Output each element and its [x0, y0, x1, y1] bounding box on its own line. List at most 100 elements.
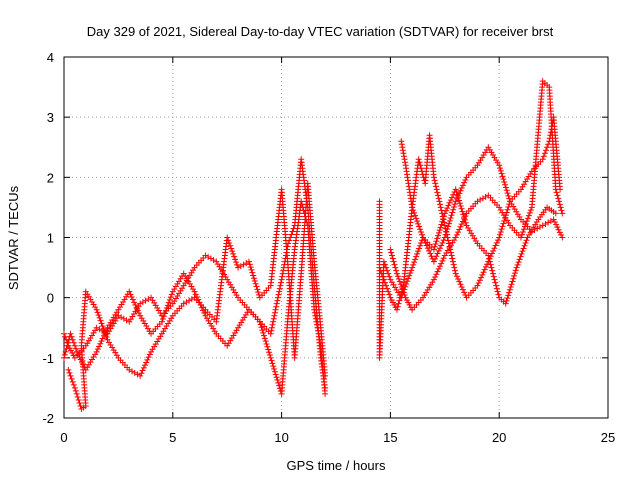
data-point — [245, 258, 252, 265]
data-point — [416, 245, 423, 252]
data-point — [493, 285, 500, 292]
x-axis-label: GPS time / hours — [287, 458, 386, 473]
data-point — [553, 189, 560, 196]
data-point — [224, 234, 231, 241]
data-point — [247, 264, 254, 271]
data-point — [439, 218, 446, 225]
data-point — [65, 366, 72, 373]
data-point — [523, 237, 530, 244]
data-point — [461, 216, 468, 223]
y-tick-label: 4 — [47, 50, 54, 65]
data-point — [381, 279, 388, 286]
data-point — [131, 299, 138, 306]
data-point — [552, 186, 559, 193]
data-point — [140, 364, 147, 371]
data-point — [439, 257, 446, 264]
data-point — [393, 267, 400, 274]
data-point — [272, 371, 279, 378]
data-point — [511, 270, 518, 277]
data-point — [454, 191, 461, 198]
data-point — [438, 242, 445, 249]
data-point — [397, 294, 404, 301]
x-tick-label: 20 — [492, 430, 506, 445]
data-point — [386, 273, 393, 280]
data-point — [137, 372, 144, 379]
data-point — [272, 306, 279, 313]
data-point — [268, 324, 275, 331]
data-point — [547, 217, 554, 224]
data-point — [408, 267, 415, 274]
data-point — [539, 156, 546, 163]
data-point — [434, 189, 441, 196]
data-point — [243, 260, 250, 267]
data-point — [158, 318, 165, 325]
data-point — [273, 374, 280, 381]
data-point — [394, 273, 401, 280]
data-point — [448, 252, 455, 259]
data-point — [440, 215, 447, 222]
data-point — [93, 348, 100, 355]
data-point — [453, 231, 460, 238]
data-point — [556, 201, 563, 208]
data-point — [513, 264, 520, 271]
data-point — [497, 167, 504, 174]
data-point — [461, 179, 468, 186]
data-point — [478, 274, 485, 281]
x-tick-label: 5 — [169, 430, 176, 445]
data-point — [544, 144, 551, 151]
data-point — [396, 297, 403, 304]
data-point — [102, 331, 109, 338]
data-point — [61, 330, 67, 337]
data-point — [435, 265, 442, 272]
data-point — [430, 276, 437, 283]
data-point — [524, 215, 531, 222]
data-point — [401, 291, 408, 298]
data-point — [442, 225, 449, 232]
data-point — [95, 312, 102, 319]
data-point — [322, 390, 329, 397]
data-point — [398, 138, 405, 145]
data-point — [492, 279, 499, 286]
data-point — [383, 264, 390, 271]
data-point — [266, 349, 273, 356]
data-point — [390, 258, 397, 265]
data-point — [487, 261, 494, 268]
data-point — [410, 207, 417, 214]
data-point — [449, 258, 456, 265]
data-point — [120, 315, 127, 322]
y-tick-label: 3 — [47, 110, 54, 125]
data-point — [433, 238, 440, 245]
data-point — [163, 305, 170, 312]
data-point — [67, 330, 74, 337]
data-point — [559, 234, 566, 241]
x-tick-label: 15 — [383, 430, 397, 445]
data-point — [230, 250, 237, 257]
data-point — [237, 263, 244, 270]
data-point — [93, 306, 100, 313]
data-point — [435, 229, 442, 236]
data-point — [542, 220, 549, 227]
data-point — [235, 264, 242, 271]
data-point — [127, 291, 134, 298]
data-point — [407, 270, 414, 277]
data-point — [378, 270, 385, 277]
data-point — [271, 312, 278, 319]
data-point — [231, 253, 238, 260]
data-point — [66, 369, 73, 376]
data-point — [433, 271, 440, 278]
data-point — [101, 328, 108, 335]
data-point — [455, 275, 462, 282]
data-point — [477, 196, 484, 203]
data-point — [432, 180, 439, 187]
data-point — [455, 194, 462, 201]
data-point — [521, 223, 528, 230]
data-point — [61, 351, 68, 358]
data-point — [266, 352, 273, 359]
data-point — [436, 245, 443, 252]
data-point — [434, 268, 441, 275]
data-point — [186, 297, 193, 304]
data-point — [452, 198, 459, 205]
data-point — [542, 147, 549, 154]
data-point — [71, 342, 78, 349]
